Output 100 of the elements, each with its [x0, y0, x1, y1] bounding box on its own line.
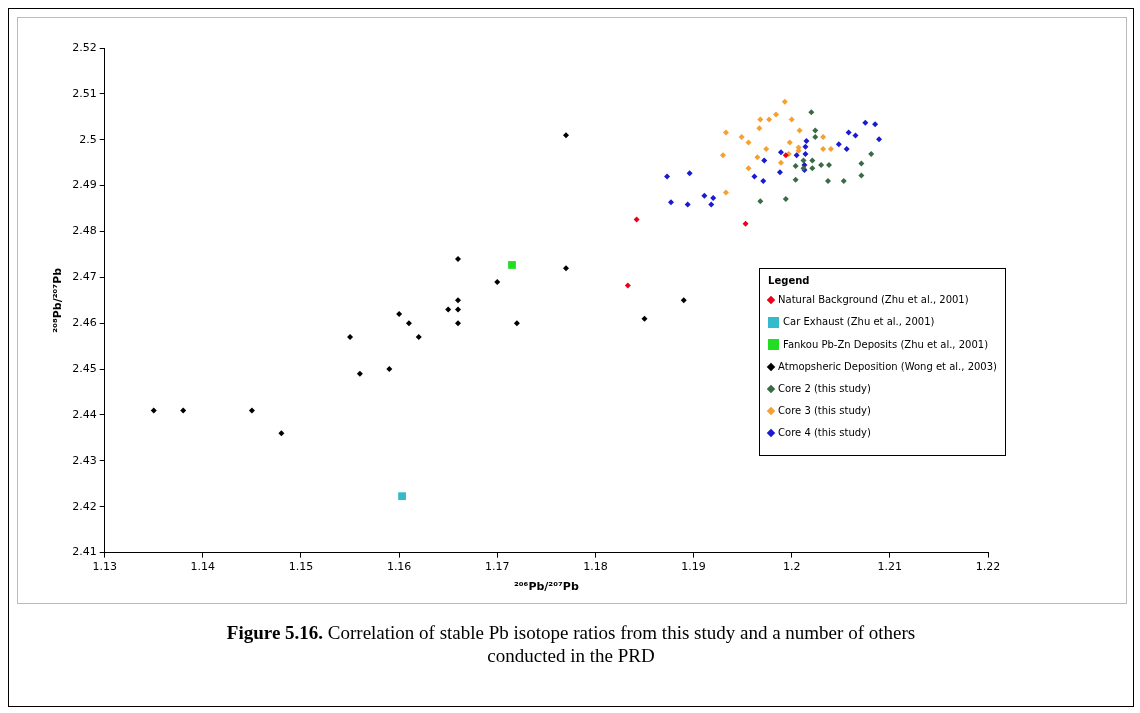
- y-tick-label: 2.45: [72, 361, 97, 375]
- point: [852, 132, 859, 139]
- point: [150, 407, 157, 414]
- point: [356, 370, 363, 377]
- x-tick-label: 1.13: [92, 560, 117, 574]
- point: [818, 161, 825, 168]
- point: [809, 157, 816, 164]
- point: [756, 125, 763, 132]
- point: [396, 311, 403, 318]
- y-tick-label: 2.42: [72, 499, 97, 513]
- point: [641, 315, 648, 322]
- point: [802, 143, 809, 150]
- point: [180, 407, 187, 414]
- point: [777, 149, 784, 156]
- point: [760, 178, 767, 185]
- point: [843, 145, 850, 152]
- point: [701, 192, 708, 199]
- x-tick-label: 1.15: [288, 560, 314, 574]
- point: [455, 256, 462, 263]
- y-tick-label: 2.51: [72, 86, 97, 100]
- point: [862, 119, 869, 126]
- y-tick-label: 2.41: [72, 545, 97, 559]
- point: [812, 133, 819, 140]
- point: [757, 198, 764, 205]
- point: [445, 306, 452, 313]
- point: [415, 334, 422, 340]
- point: [708, 201, 715, 208]
- point: [820, 145, 827, 152]
- point: [455, 320, 462, 327]
- point: [386, 366, 393, 373]
- y-tick-label: 2.47: [72, 270, 97, 284]
- y-tick-label: 2.5: [79, 132, 97, 146]
- x-tick-label: 1.18: [583, 560, 608, 574]
- point: [513, 320, 520, 327]
- point: [820, 133, 827, 140]
- y-tick-label: 2.44: [72, 407, 97, 421]
- y-tick-label: 2.43: [72, 453, 97, 467]
- point: [562, 265, 569, 272]
- legend-title: Legend: [768, 275, 811, 286]
- point: [840, 178, 847, 185]
- point: [835, 141, 842, 148]
- point: [720, 152, 727, 159]
- legend-label: Natural Background (Zhu et al., 2001): [778, 294, 969, 305]
- point: [792, 176, 799, 183]
- point: [562, 132, 569, 139]
- x-tick-label: 1.2: [782, 560, 801, 574]
- point: [508, 261, 516, 269]
- point: [763, 145, 770, 152]
- point: [858, 160, 865, 167]
- point: [754, 154, 761, 161]
- point: [745, 165, 752, 172]
- legend-label: Fankou Pb-Zn Deposits (Zhu et al., 2001): [783, 338, 989, 350]
- point: [680, 297, 687, 304]
- point: [872, 121, 879, 128]
- x-tick-label: 1.22: [975, 560, 1001, 574]
- point: [788, 116, 795, 123]
- point: [777, 159, 784, 166]
- point: [745, 139, 752, 146]
- point: [405, 320, 412, 327]
- point: [455, 306, 462, 313]
- y-tick-label: 2.49: [72, 178, 97, 192]
- point: [812, 127, 819, 134]
- point: [710, 195, 717, 201]
- point: [773, 111, 780, 118]
- point: [664, 173, 671, 180]
- point: [686, 170, 693, 177]
- point: [793, 152, 800, 159]
- point: [845, 129, 852, 136]
- point: [398, 492, 406, 501]
- y-tick-label: 2.48: [72, 224, 97, 238]
- point: [633, 216, 640, 223]
- point: [722, 129, 729, 136]
- point: [684, 201, 691, 208]
- legend-label: Core 3 (this study): [778, 405, 871, 416]
- point: [802, 150, 809, 157]
- point: [776, 169, 783, 176]
- point: [786, 139, 793, 146]
- point: [792, 162, 799, 169]
- point: [808, 109, 815, 116]
- point: [782, 195, 789, 202]
- point: [858, 172, 865, 179]
- point: [667, 199, 674, 206]
- x-tick-label: 1.14: [190, 560, 216, 574]
- point: [827, 145, 834, 152]
- y-tick-label: 2.52: [72, 40, 97, 54]
- point: [624, 282, 631, 289]
- point: [494, 278, 501, 285]
- point: [248, 407, 255, 414]
- point: [722, 189, 729, 196]
- x-tick-label: 1.17: [485, 560, 510, 574]
- point: [781, 98, 788, 105]
- x-tick-label: 1.21: [877, 560, 903, 574]
- y-tick-label: 2.46: [72, 316, 97, 330]
- point: [868, 150, 875, 157]
- legend-label: Car Exhaust (Zhu et al., 2001): [783, 316, 935, 327]
- point: [796, 127, 803, 134]
- point: [876, 136, 883, 143]
- point: [742, 220, 749, 227]
- point: [826, 161, 833, 168]
- point: [738, 133, 745, 140]
